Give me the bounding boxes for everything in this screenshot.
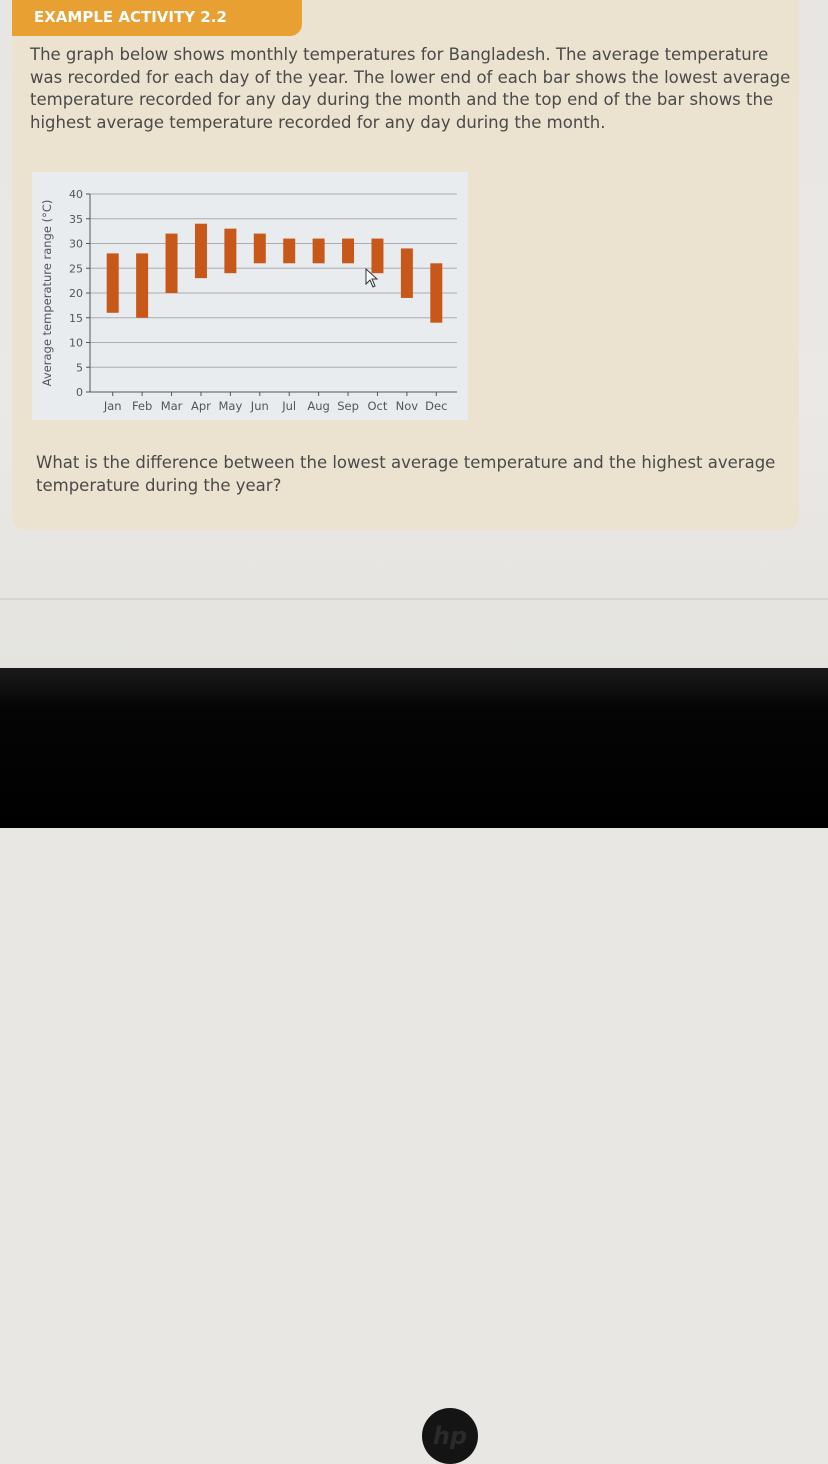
question-text: What is the difference between the lowes… — [36, 453, 776, 495]
y-tick-label: 15 — [69, 312, 83, 325]
y-axis-label: Average temperature range (°C) — [40, 200, 54, 387]
laptop-bezel: hp — [0, 668, 828, 1464]
range-bar-may — [224, 228, 237, 274]
range-bar-jan — [106, 253, 119, 313]
x-tick-label: Jul — [281, 399, 296, 413]
temperature-chart: 0 5 10 15 20 25 30 35 40 Average temperature rang… — [32, 172, 468, 420]
y-tick-label: 10 — [69, 337, 83, 350]
x-tick-label: Dec — [425, 399, 447, 413]
x-tick-label: Jun — [250, 399, 269, 413]
divider — [0, 598, 828, 600]
screen: EXAMPLE ACTIVITY 2.2 The graph below sho… — [0, 0, 828, 670]
x-tick-label: Nov — [396, 399, 419, 413]
y-tick-label: 30 — [69, 238, 83, 251]
y-tick-label: 25 — [69, 262, 83, 275]
x-tick-label: Aug — [307, 399, 329, 413]
chart-svg: 0 5 10 15 20 25 30 35 40 Average temperature rang… — [40, 188, 457, 413]
y-tick-label: 5 — [76, 361, 83, 374]
x-tick-label: Mar — [161, 399, 183, 413]
range-bar-aug — [312, 238, 325, 264]
mouse-pointer-icon — [365, 268, 379, 288]
range-bar-sep — [342, 238, 355, 264]
y-tick-label: 0 — [76, 386, 83, 399]
range-bar-nov — [400, 248, 413, 298]
x-tick-label: Jan — [103, 399, 122, 413]
y-tick-label: 40 — [69, 188, 83, 201]
hp-logo-icon: hp — [422, 1408, 478, 1464]
x-tick-label: Oct — [368, 399, 388, 413]
range-bar-jun — [253, 233, 266, 264]
y-tick-label: 20 — [69, 287, 83, 300]
x-tick-label: Apr — [191, 399, 211, 413]
range-bar-feb — [136, 253, 149, 318]
range-bar-dec — [430, 263, 443, 323]
range-bar-mar — [165, 233, 178, 293]
intro-text: The graph below shows monthly temperatur… — [30, 45, 791, 132]
x-tick-label: May — [218, 399, 242, 413]
range-bar-oct — [371, 238, 384, 274]
x-tick-label: Sep — [337, 399, 359, 413]
x-tick-label: Feb — [132, 399, 152, 413]
activity-title: EXAMPLE ACTIVITY 2.2 — [12, 0, 302, 36]
y-tick-label: 35 — [69, 213, 83, 226]
range-bar-jul — [283, 238, 296, 264]
range-bar-apr — [194, 223, 207, 279]
